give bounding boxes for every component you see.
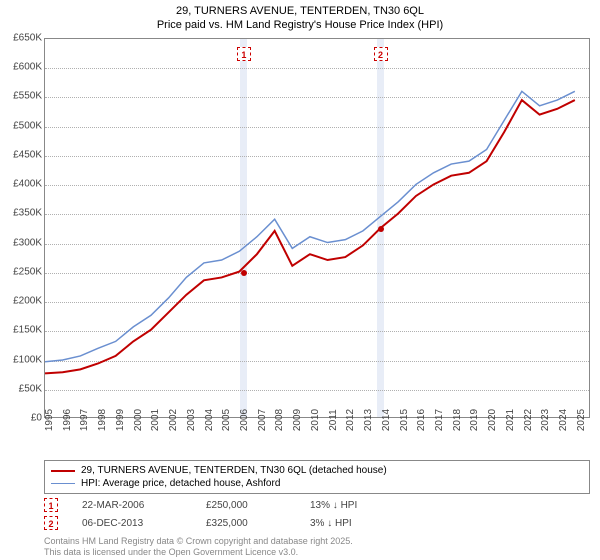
x-axis-label: 2008 [274,409,285,431]
y-axis-label: £500K [13,120,42,131]
x-axis-label: 2013 [363,409,374,431]
x-axis-label: 2020 [487,409,498,431]
sale-date-2: 06-DEC-2013 [82,518,182,529]
x-axis-label: 2017 [434,409,445,431]
x-axis-label: 2000 [133,409,144,431]
chart-title: 29, TURNERS AVENUE, TENTERDEN, TN30 6QL … [0,0,600,33]
sale-marker-2: 2 [44,516,58,530]
x-axis-label: 2024 [558,409,569,431]
x-axis-label: 2019 [469,409,480,431]
y-axis-label: £450K [13,149,42,160]
y-axis-label: £600K [13,62,42,73]
legend: 29, TURNERS AVENUE, TENTERDEN, TN30 6QL … [44,460,590,494]
legend-label: 29, TURNERS AVENUE, TENTERDEN, TN30 6QL … [81,465,387,476]
x-axis-label: 2009 [292,409,303,431]
x-axis-label: 2016 [416,409,427,431]
legend-label: HPI: Average price, detached house, Ashf… [81,478,280,489]
sale-diff-1: 13% ↓ HPI [310,500,357,511]
x-axis-label: 2010 [310,409,321,431]
x-axis-label: 2003 [186,409,197,431]
x-axis-label: 1996 [62,409,73,431]
x-axis-label: 2011 [328,409,339,431]
x-axis-label: 1999 [115,409,126,431]
sale-date-1: 22-MAR-2006 [82,500,182,511]
sale-price-2: £325,000 [206,518,286,529]
sale-marker-1: 1 [44,498,58,512]
x-axis-label: 2006 [239,409,250,431]
y-axis-label: £350K [13,208,42,219]
x-axis-label: 2004 [204,409,215,431]
sale-price-1: £250,000 [206,500,286,511]
x-axis-label: 2007 [257,409,268,431]
plot-area: 12 [44,38,590,418]
sale-point-marker [241,270,247,276]
y-axis-label: £550K [13,91,42,102]
sale-diff-2: 3% ↓ HPI [310,518,352,529]
y-axis-label: £250K [13,266,42,277]
x-axis-label: 2012 [345,409,356,431]
y-axis-label: £0 [31,413,42,424]
y-axis-label: £400K [13,179,42,190]
legend-item: HPI: Average price, detached house, Ashf… [51,477,583,490]
line-series-svg [45,39,589,417]
y-axis-label: £100K [13,354,42,365]
legend-swatch [51,483,75,484]
sale-row-2: 2 06-DEC-2013 £325,000 3% ↓ HPI [44,516,590,530]
footer: Contains HM Land Registry data © Crown c… [44,536,353,558]
x-axis-label: 2005 [221,409,232,431]
x-axis-label: 2014 [381,409,392,431]
sale-point-marker [378,226,384,232]
x-axis-label: 2025 [576,409,587,431]
x-axis-label: 1995 [44,409,55,431]
x-axis-label: 2001 [150,409,161,431]
x-axis-label: 2018 [452,409,463,431]
y-axis-label: £650K [13,33,42,44]
series-blue [45,91,575,361]
sale-row-1: 1 22-MAR-2006 £250,000 13% ↓ HPI [44,498,590,512]
chart-container: 29, TURNERS AVENUE, TENTERDEN, TN30 6QL … [0,0,600,560]
legend-swatch [51,470,75,472]
footer-line1: Contains HM Land Registry data © Crown c… [44,536,353,547]
legend-item: 29, TURNERS AVENUE, TENTERDEN, TN30 6QL … [51,464,583,477]
y-axis-label: £300K [13,237,42,248]
x-axis-label: 1998 [97,409,108,431]
chart-marker-1: 1 [237,47,251,61]
chart-marker-2: 2 [374,47,388,61]
y-axis-label: £50K [19,383,42,394]
x-axis-label: 2015 [399,409,410,431]
title-line2: Price paid vs. HM Land Registry's House … [0,18,600,32]
x-axis-label: 2021 [505,409,516,431]
y-axis-label: £200K [13,296,42,307]
footer-line2: This data is licensed under the Open Gov… [44,547,353,558]
x-axis-label: 2023 [540,409,551,431]
x-axis-label: 2002 [168,409,179,431]
x-axis-label: 1997 [79,409,90,431]
title-line1: 29, TURNERS AVENUE, TENTERDEN, TN30 6QL [0,4,600,18]
x-axis-label: 2022 [523,409,534,431]
y-axis-label: £150K [13,325,42,336]
